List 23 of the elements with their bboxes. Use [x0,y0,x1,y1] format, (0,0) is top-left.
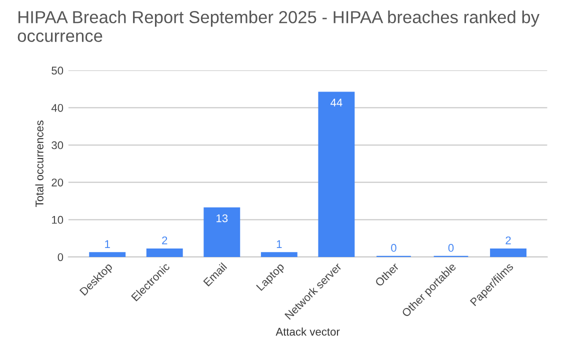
y-tick-label: 0 [58,253,64,262]
chart-title: HIPAA Breach Report September 2025 - HIPAA breaches ranked by occurrence [18,10,540,42]
data-label: 2 [162,236,168,244]
bar [260,252,298,257]
bar [89,252,126,257]
y-tick-label: 30 [52,141,64,150]
y-tick-label: 40 [51,104,64,112]
data-label: 1 [276,240,282,248]
bar [204,207,240,257]
bar [490,248,526,257]
bar [318,92,355,257]
bar [146,248,183,257]
data-label: 0 [448,244,454,252]
data-label: 1 [105,240,110,248]
y-axis-title: Total occurrences [35,120,44,207]
data-label: 44 [330,98,342,106]
data-label: 0 [391,244,396,252]
data-label: 2 [506,236,511,244]
y-tick-label: 50 [52,66,64,75]
y-tick-label: 20 [52,178,64,186]
y-tick-label: 10 [52,216,64,224]
data-label: 13 [216,214,228,222]
x-axis-title: Attack vector [276,328,340,336]
